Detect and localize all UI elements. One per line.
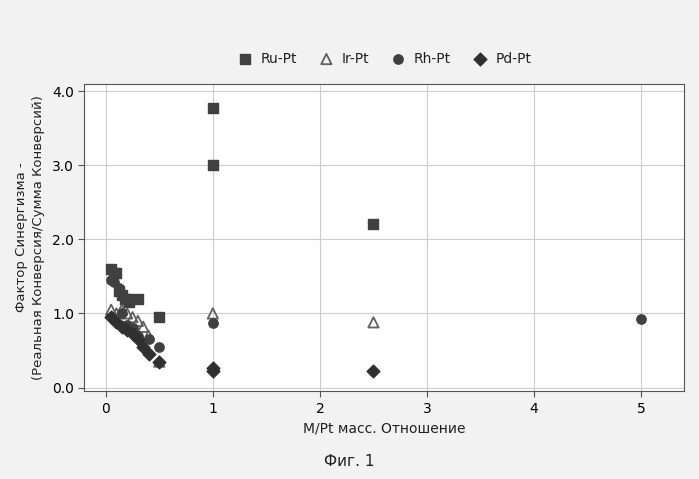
Ru-Pt	[120, 295, 131, 302]
Ru-Pt	[368, 221, 379, 228]
Pd-Pt	[127, 331, 138, 338]
Rh-Pt	[127, 324, 138, 332]
Rh-Pt	[132, 332, 143, 340]
Ru-Pt	[109, 269, 120, 276]
Rh-Pt	[109, 278, 120, 286]
Pd-Pt	[116, 323, 127, 331]
Legend: Ru-Pt, Ir-Pt, Rh-Pt, Pd-Pt: Ru-Pt, Ir-Pt, Rh-Pt, Pd-Pt	[233, 47, 535, 70]
Pd-Pt	[138, 343, 149, 351]
Ir-Pt	[122, 309, 133, 317]
Pd-Pt	[368, 367, 379, 375]
Pd-Pt	[106, 313, 117, 321]
Ir-Pt	[138, 323, 149, 331]
Rh-Pt	[208, 319, 219, 327]
Ir-Pt	[208, 309, 219, 317]
Ru-Pt	[113, 287, 124, 295]
Pd-Pt	[154, 358, 165, 365]
Pd-Pt	[208, 367, 219, 375]
Ru-Pt	[116, 291, 127, 299]
Ru-Pt	[132, 295, 143, 302]
Rh-Pt	[106, 276, 117, 284]
Rh-Pt	[122, 321, 133, 329]
Ir-Pt	[111, 309, 122, 317]
Ru-Pt	[122, 295, 133, 302]
Ir-Pt	[154, 358, 165, 365]
Rh-Pt	[154, 343, 165, 351]
X-axis label: М/Pt масс. Отношение: М/Pt масс. Отношение	[303, 421, 466, 435]
Ru-Pt	[208, 104, 219, 112]
Ir-Pt	[368, 319, 379, 326]
Rh-Pt	[143, 336, 154, 343]
Pd-Pt	[132, 336, 143, 343]
Rh-Pt	[113, 284, 124, 291]
Ir-Pt	[143, 332, 154, 340]
Ir-Pt	[132, 317, 143, 325]
Ru-Pt	[154, 313, 165, 321]
Pd-Pt	[122, 326, 133, 333]
Ru-Pt	[111, 269, 122, 276]
Pd-Pt	[143, 351, 154, 358]
Ir-Pt	[106, 306, 117, 314]
Ru-Pt	[124, 298, 135, 306]
Ru-Pt	[106, 265, 117, 273]
Rh-Pt	[116, 309, 127, 317]
Pd-Pt	[208, 364, 219, 371]
Ru-Pt	[208, 161, 219, 169]
Text: Фиг. 1: Фиг. 1	[324, 455, 375, 469]
Rh-Pt	[635, 316, 647, 323]
Ir-Pt	[127, 313, 138, 321]
Ir-Pt	[116, 306, 127, 314]
Pd-Pt	[111, 319, 122, 326]
Y-axis label: Фактор Синергизма -
(Реальная Конверсия/Сумма Конверсий): Фактор Синергизма - (Реальная Конверсия/…	[15, 95, 45, 380]
